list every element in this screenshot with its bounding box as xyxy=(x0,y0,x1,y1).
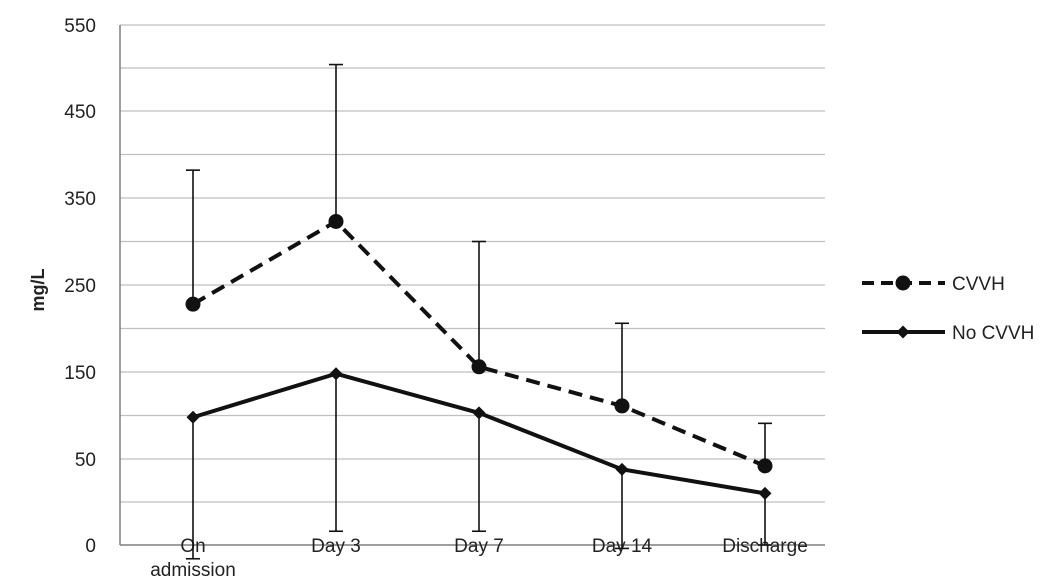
error-bars xyxy=(186,63,772,560)
data-point xyxy=(185,296,201,312)
data-point xyxy=(186,410,200,424)
x-tick-label-line: admission xyxy=(150,560,236,581)
y-tick-label: 250 xyxy=(64,276,96,297)
data-point xyxy=(472,406,486,420)
data-point xyxy=(329,367,343,381)
series-lines xyxy=(185,213,773,500)
y-tick-labels: 0 50 150 250 350 450 550 xyxy=(64,16,96,557)
y-axis-title: mg/L xyxy=(28,268,48,311)
y-tick-label: 550 xyxy=(64,16,96,37)
x-tick-label-line: Day 7 xyxy=(454,536,504,557)
series-line-cvvh xyxy=(191,219,766,468)
data-point xyxy=(328,213,344,229)
data-point xyxy=(615,462,629,476)
x-tick-label: Discharge xyxy=(722,536,808,557)
y-tick-label: 350 xyxy=(64,189,96,210)
x-tick-label: On admission xyxy=(150,536,236,581)
y-tick-label: 50 xyxy=(75,450,96,471)
legend-marker xyxy=(895,275,911,291)
legend-label: CVVH xyxy=(952,274,1005,295)
y-tick-label: 450 xyxy=(64,102,96,123)
legend: CVVH No CVVH xyxy=(862,274,1034,344)
axes xyxy=(119,25,825,546)
y-tick-label: 0 xyxy=(85,536,96,557)
legend-marker xyxy=(896,325,910,339)
legend-label: No CVVH xyxy=(952,323,1034,344)
x-tick-label-line: Day 3 xyxy=(311,536,361,557)
x-tick-label: Day 7 xyxy=(454,536,504,557)
gridlines xyxy=(120,24,825,503)
y-tick-label: 150 xyxy=(64,363,96,384)
data-point xyxy=(758,486,772,500)
x-tick-label: Day 3 xyxy=(311,536,361,557)
data-point xyxy=(471,359,487,375)
data-point xyxy=(757,458,773,474)
x-tick-label-line: Discharge xyxy=(722,536,808,557)
data-point xyxy=(614,398,630,414)
